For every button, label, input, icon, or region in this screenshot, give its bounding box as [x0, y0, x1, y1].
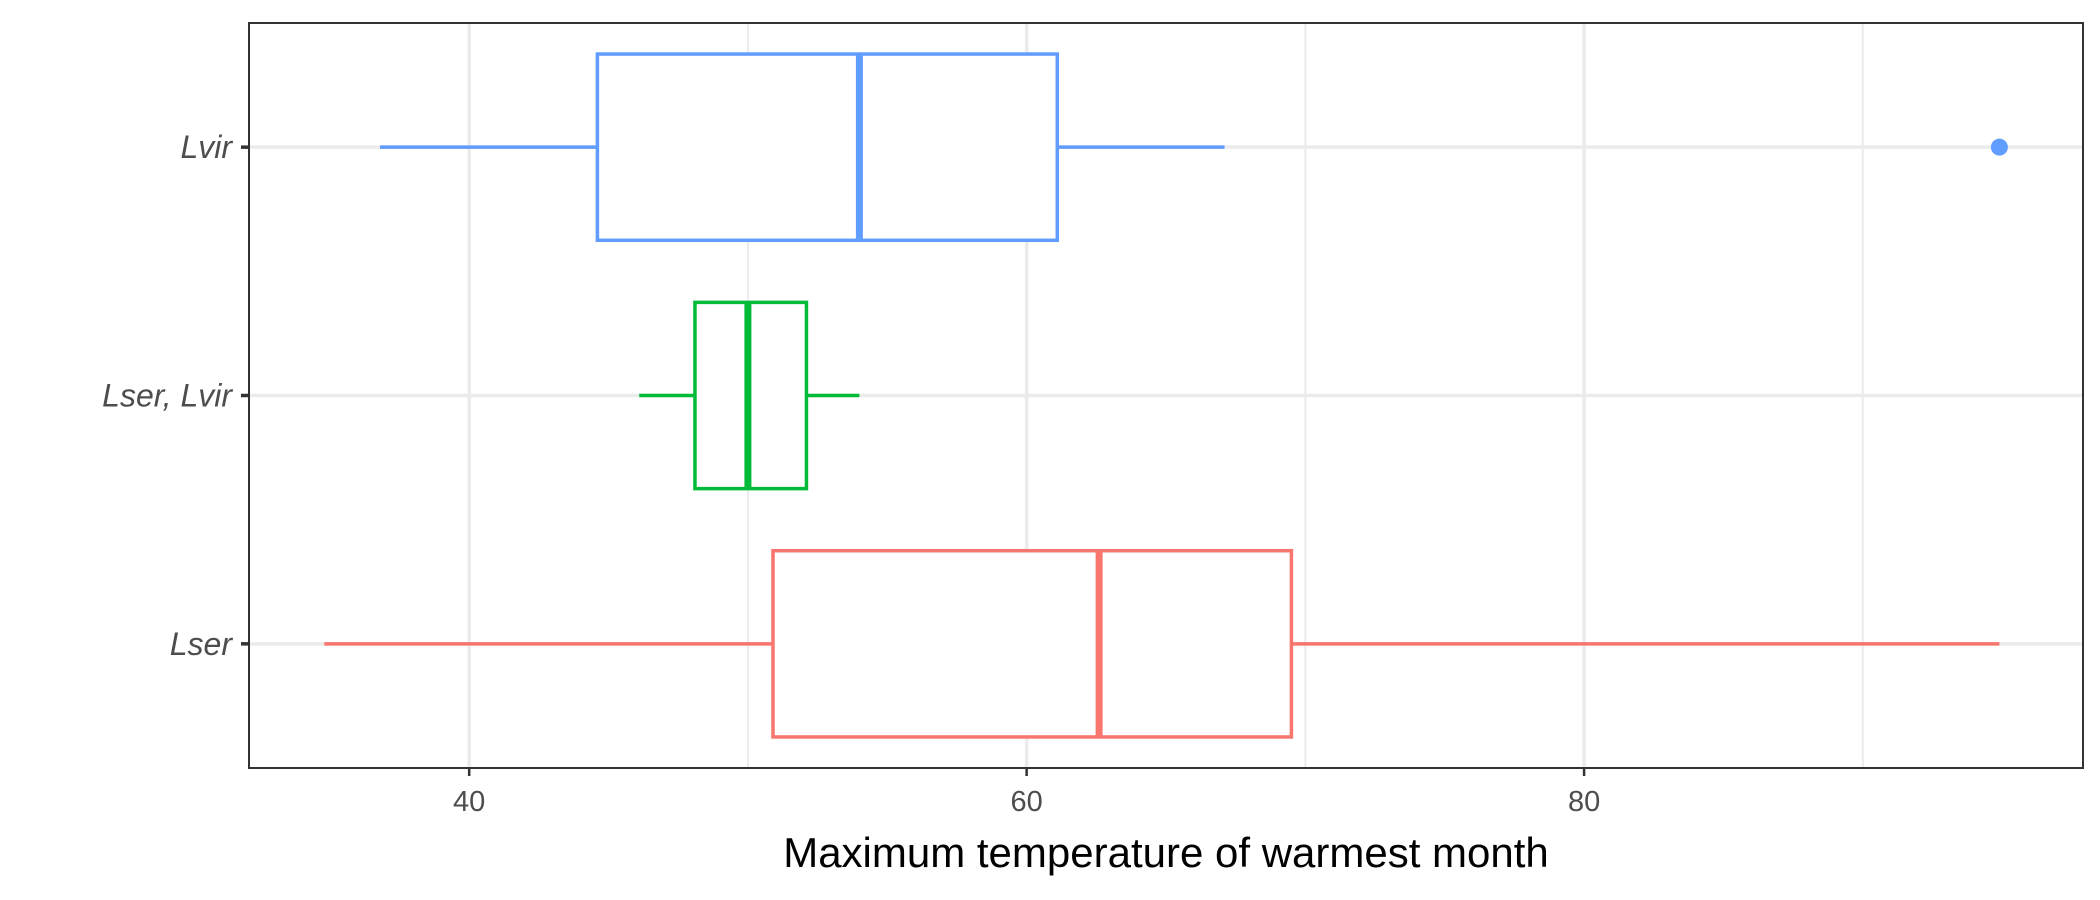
axes: 40 60 80 Lvir Lser, Lvir Lser	[102, 129, 1600, 818]
x-axis-title: Maximum temperature of warmest month	[783, 829, 1549, 876]
x-tick-label: 40	[453, 786, 485, 818]
box-iqr	[595, 52, 1060, 243]
box-iqr	[771, 548, 1294, 739]
x-tick-label: 60	[1011, 786, 1043, 818]
box-lser	[324, 548, 2000, 739]
y-category-label: Lser, Lvir	[102, 378, 233, 414]
x-tick-label: 80	[1568, 786, 1600, 818]
box-lvir	[380, 52, 2008, 243]
y-category-label: Lser	[170, 626, 234, 662]
box-lser-lvir	[639, 300, 860, 491]
outlier-point	[1990, 138, 2008, 156]
y-category-label: Lvir	[180, 129, 233, 165]
boxes	[324, 52, 2008, 739]
